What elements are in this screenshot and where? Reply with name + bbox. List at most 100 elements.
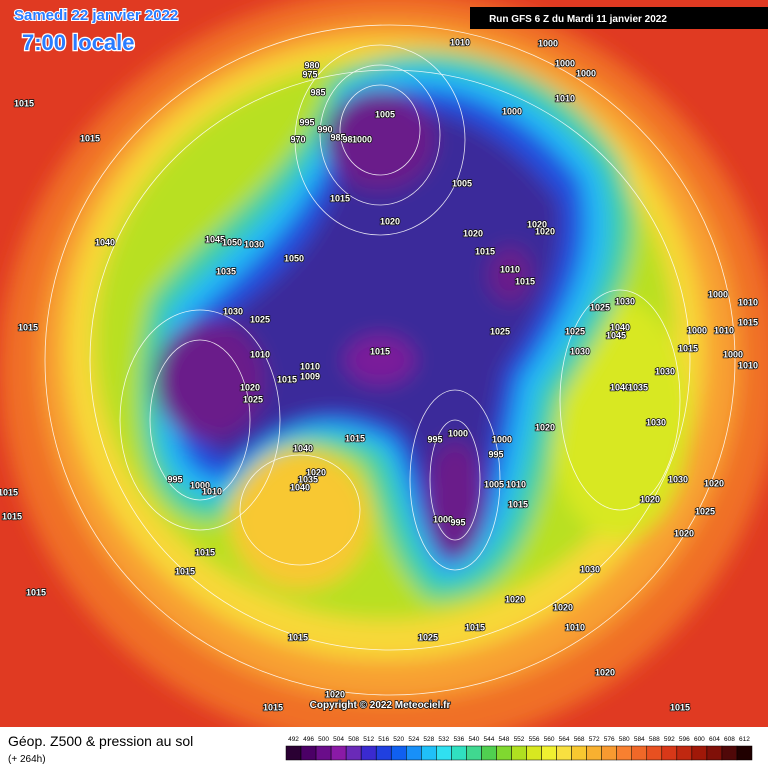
legend-swatch <box>721 745 738 761</box>
isobar-label: 1020 <box>527 219 547 229</box>
isobar-label: 1000 <box>723 349 743 359</box>
isobar-label: 995 <box>450 517 465 527</box>
isobar-label: 1025 <box>565 326 585 336</box>
isobar-label: 1015 <box>277 374 297 384</box>
legend-value: 584 <box>634 736 645 743</box>
isobar-label: 985 <box>310 87 325 97</box>
legend-value: 492 <box>288 736 299 743</box>
legend-value: 568 <box>574 736 585 743</box>
isobar-label: 1020 <box>704 478 724 488</box>
isobar-label: 1030 <box>655 366 675 376</box>
legend-swatch <box>691 745 708 761</box>
legend-swatch <box>285 745 302 761</box>
isobar-label: 1040 <box>290 482 310 492</box>
isobar-label: 1000 <box>433 514 453 524</box>
legend-value: 516 <box>378 736 389 743</box>
isobar-label: 1025 <box>250 314 270 324</box>
isobar-label: 1000 <box>492 434 512 444</box>
legend-value: 604 <box>709 736 720 743</box>
legend-swatch <box>330 745 347 761</box>
isobar-label: 1035 <box>628 382 648 392</box>
isobar-label: 1015 <box>288 632 308 642</box>
legend-value: 532 <box>438 736 449 743</box>
isobar-label: 970 <box>290 134 305 144</box>
isobar-label: 1015 <box>195 547 215 557</box>
legend-value: 580 <box>619 736 630 743</box>
isobar-label: 975 <box>302 69 317 79</box>
isobar-label: 1009 <box>300 371 320 381</box>
isobar-label: 980 <box>304 60 319 70</box>
legend-swatch <box>586 745 602 761</box>
isobar-label: 990 <box>317 124 332 134</box>
isobar-label: 1010 <box>565 622 585 632</box>
isobar-label: 1035 <box>298 474 318 484</box>
legend-swatch <box>360 745 377 761</box>
legend-scale: 492 496 500 504 508 512 516 520 524 528 532 536 540 5… <box>285 736 753 761</box>
legend-value: 500 <box>318 736 329 743</box>
isobar-label: 1000 <box>190 480 210 490</box>
legend-value: 536 <box>453 736 464 743</box>
isobar-label: 1020 <box>325 689 345 699</box>
isobar-label: 1030 <box>570 346 590 356</box>
isobar-label: 1005 <box>484 479 504 489</box>
isobar-label: 1040 <box>293 443 313 453</box>
isobar-label: 995 <box>167 474 182 484</box>
isobar-label: 1020 <box>553 602 573 612</box>
legend-swatch <box>541 745 557 761</box>
isobar-label: 1030 <box>668 474 688 484</box>
isobar-label: 1030 <box>580 564 600 574</box>
legend-swatch <box>315 745 332 761</box>
isobar-label: 1010 <box>500 264 520 274</box>
isobar-label: 1015 <box>263 702 283 712</box>
legend-value: 524 <box>408 736 419 743</box>
isobar-label: 1020 <box>674 528 694 538</box>
isobar-label: 1050 <box>222 237 242 247</box>
isobar-label: 1010 <box>555 93 575 103</box>
legend-swatch <box>466 745 482 761</box>
legend-value: 612 <box>739 736 750 743</box>
isobar-label: 1010 <box>250 349 270 359</box>
legend-swatch <box>526 745 542 761</box>
isobar-label: 980 <box>342 134 357 144</box>
legend-value: 608 <box>724 736 735 743</box>
isobar-label: 1025 <box>243 394 263 404</box>
legend-swatch <box>511 745 527 761</box>
isobar-label: 1015 <box>2 511 22 521</box>
isobar-label: 1015 <box>475 246 495 256</box>
isobar-label: 1015 <box>330 193 350 203</box>
isobar-label: 1020 <box>306 467 326 477</box>
legend-swatch <box>736 745 753 761</box>
legend-value: 528 <box>423 736 434 743</box>
run-banner <box>470 7 768 29</box>
isobar-label: 1025 <box>490 326 510 336</box>
isobar-label: 1040 <box>610 382 630 392</box>
isobar-label: 1000 <box>555 58 575 68</box>
isobar-label: 1010 <box>202 486 222 496</box>
isobar-label: 1000 <box>448 428 468 438</box>
isobar-label: 1020 <box>535 422 555 432</box>
forecast-date: Samedi 22 janvier 2022 <box>14 7 178 24</box>
isobar-label: 1010 <box>506 479 526 489</box>
isobar-label: 1025 <box>590 302 610 312</box>
legend-value: 544 <box>484 736 495 743</box>
isobars <box>44 24 736 696</box>
isobar-label: 1020 <box>380 216 400 226</box>
legend-swatch <box>646 745 663 761</box>
isobar-label: 1025 <box>695 506 715 516</box>
isobar-label: 1000 <box>576 68 596 78</box>
isobar-label: 1000 <box>687 325 707 335</box>
isobar-label: 1030 <box>646 417 666 427</box>
legend-subtitle: (+ 264h) <box>8 754 46 765</box>
isobar-label: 1015 <box>80 133 100 143</box>
isobar-label: 1025 <box>418 632 438 642</box>
isobar-label: 1030 <box>244 239 264 249</box>
isobar-label: 1000 <box>352 134 372 144</box>
legend-value: 564 <box>559 736 570 743</box>
isobar-label: 1020 <box>240 382 260 392</box>
forecast-time: 7:00 locale <box>22 30 135 55</box>
isobar-labels: 1010 100010001000101510159809759859959909… <box>0 37 759 714</box>
isobar-label: 1010 <box>300 361 320 371</box>
legend-swatch <box>571 745 587 761</box>
